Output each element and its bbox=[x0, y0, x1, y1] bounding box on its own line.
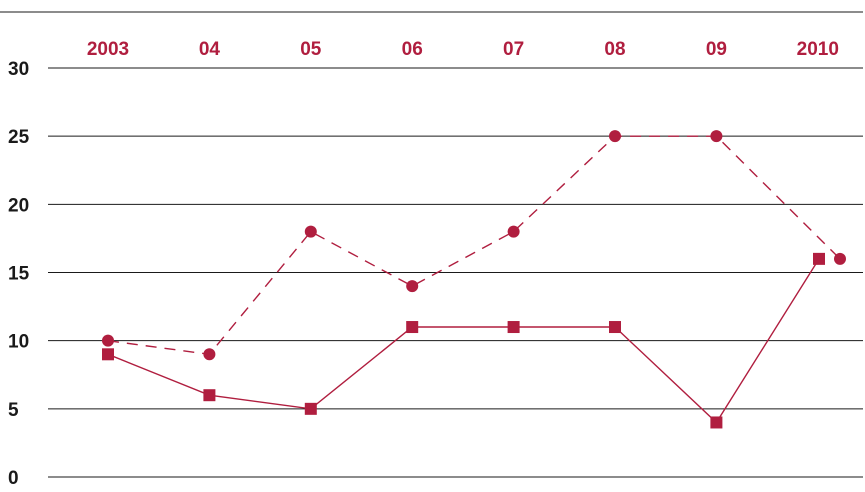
data-point-square bbox=[102, 348, 114, 361]
data-point-circle bbox=[710, 130, 723, 143]
x-tick-label: 09 bbox=[706, 39, 727, 60]
data-point-circle bbox=[203, 348, 216, 361]
y-tick-label: 25 bbox=[8, 127, 30, 148]
data-point-square bbox=[710, 416, 723, 429]
data-point-circle bbox=[609, 130, 621, 143]
x-tick-label: 07 bbox=[503, 39, 524, 60]
x-axis-tick-labels: 2003 04 05 06 07 08 09 2010 bbox=[87, 39, 839, 60]
series-markers bbox=[102, 130, 846, 429]
x-tick-label: 08 bbox=[604, 39, 625, 60]
data-point-circle bbox=[102, 334, 114, 347]
data-point-circle bbox=[834, 252, 846, 265]
x-tick-label: 05 bbox=[300, 39, 322, 60]
data-point-square bbox=[507, 321, 520, 334]
y-tick-label: 5 bbox=[8, 400, 19, 421]
data-point-circle bbox=[304, 225, 317, 238]
y-tick-label: 10 bbox=[8, 332, 29, 353]
data-point-square bbox=[304, 402, 317, 415]
y-tick-label: 30 bbox=[8, 59, 29, 80]
data-point-square bbox=[609, 321, 621, 334]
data-point-circle bbox=[406, 280, 419, 293]
y-tick-label: 15 bbox=[8, 264, 30, 285]
x-tick-label: 2010 bbox=[797, 39, 839, 60]
x-tick-label: 2003 bbox=[87, 39, 129, 60]
y-axis-tick-labels: 0 5 10 15 20 25 30 bbox=[8, 59, 30, 489]
x-tick-label: 06 bbox=[402, 39, 423, 60]
data-point-square bbox=[203, 389, 216, 402]
data-point-square bbox=[406, 321, 419, 334]
x-tick-label: 04 bbox=[199, 39, 221, 60]
series-line-dashed bbox=[107, 135, 841, 356]
series-line-solid bbox=[107, 258, 820, 424]
series-lines bbox=[107, 135, 841, 424]
gridlines bbox=[0, 11, 863, 478]
y-tick-label: 0 bbox=[8, 468, 19, 489]
data-point-circle bbox=[507, 225, 520, 238]
data-point-square bbox=[813, 252, 825, 265]
y-tick-label: 20 bbox=[8, 195, 29, 216]
